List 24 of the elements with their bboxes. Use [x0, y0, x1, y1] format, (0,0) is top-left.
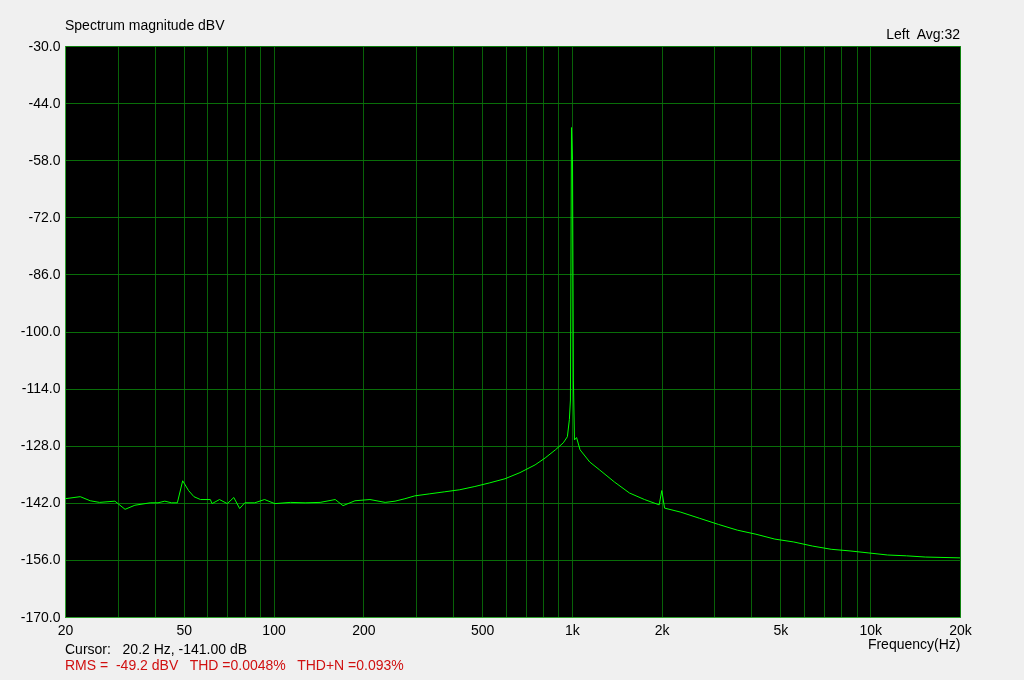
x-axis-title: Frequency(Hz): [867, 635, 961, 652]
x-tick-label: 50: [176, 621, 193, 638]
chart-title: Spectrum magnitude dBV: [65, 17, 226, 33]
y-tick-label: -30.0: [28, 37, 61, 54]
x-tick-label: 2k: [654, 621, 671, 638]
x-tick-label: 1k: [564, 621, 581, 638]
x-tick-label: 500: [470, 621, 495, 638]
x-tick-label: 5k: [773, 621, 790, 638]
y-tick-label: -58.0: [28, 151, 61, 168]
y-tick-label: -86.0: [28, 265, 61, 282]
y-tick-label: -156.0: [20, 551, 61, 568]
x-tick-label: 20k: [949, 621, 973, 638]
x-tick-label: 100: [262, 621, 286, 638]
x-tick-label: 10k: [859, 621, 883, 638]
text: Left Avg:32: [886, 26, 960, 42]
text: RMS = -49.2 dBV THD =0.0048% THD+N =0.093%: [65, 657, 404, 673]
y-tick-label: -72.0: [28, 208, 61, 225]
y-tick-label: -44.0: [28, 94, 61, 111]
text: Cursor: 20.2 Hz, -141.00 dB: [65, 641, 248, 657]
y-tick-label: -100.0: [20, 323, 61, 339]
x-tick-label: 200: [352, 621, 376, 638]
y-tick-label: -142.0: [20, 494, 61, 511]
y-tick-label: -114.0: [21, 380, 61, 397]
y-tick-label: -128.0: [20, 437, 61, 454]
